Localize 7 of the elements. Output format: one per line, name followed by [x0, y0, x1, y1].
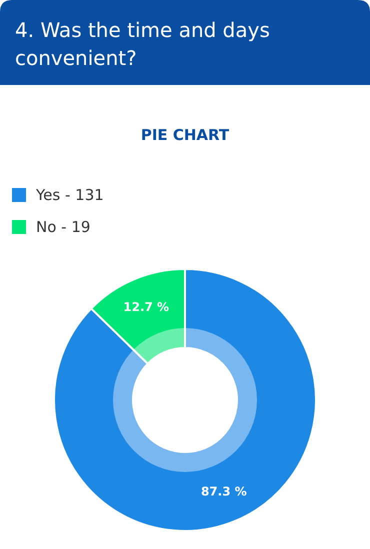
data-label: 12.7 % — [123, 300, 170, 314]
legend-label: No - 19 — [36, 218, 90, 236]
chart-title: 4. Was the time and days convenient? — [15, 18, 270, 70]
data-label: 87.3 % — [200, 484, 247, 498]
donut-slice — [53, 268, 317, 532]
chart-subtitle: PIE CHART — [140, 126, 230, 144]
legend-label: Yes - 131 — [35, 186, 104, 204]
